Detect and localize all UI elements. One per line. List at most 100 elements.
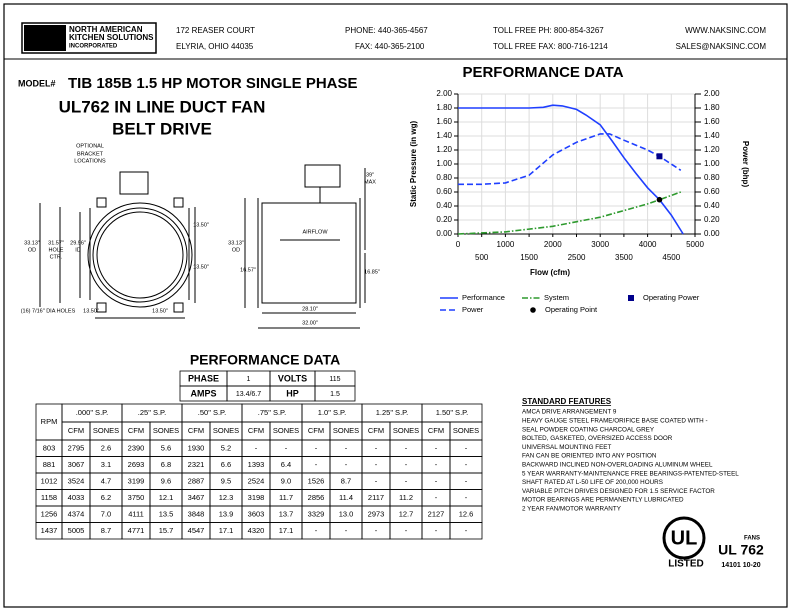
legend-label: Performance <box>462 293 505 302</box>
y-tick-label: 1.60 <box>436 117 452 126</box>
drawing-label: LOCATIONS <box>74 158 106 164</box>
logo-text: naks <box>28 29 62 46</box>
feature-item: VARIABLE PITCH DRIVES DESIGNED FOR 1.5 S… <box>522 488 715 495</box>
y2-tick-label: 1.80 <box>704 103 720 112</box>
legend-label: Power <box>462 305 484 314</box>
drawing-label: 33.13" <box>24 240 40 246</box>
table-cell-text: 9.6 <box>161 476 171 485</box>
table-cell-text: - <box>435 443 438 452</box>
table-subheader: CFM <box>68 426 84 435</box>
table-cell-text: 13.0 <box>339 509 354 518</box>
table-cell-text: 4547 <box>188 526 205 535</box>
x-tick-label: 3500 <box>615 253 633 262</box>
table-header: .25" S.P. <box>138 408 166 417</box>
y-tick-label: 1.40 <box>436 131 452 140</box>
table-cell-text: 2117 <box>368 493 384 502</box>
table-cell-text: - <box>405 526 408 535</box>
drawing-label: 32.00" <box>302 320 318 326</box>
table-cell-text: 3198 <box>248 493 265 502</box>
table-cell-text: 2.6 <box>101 443 111 452</box>
table-cell-text: 12.6 <box>459 509 474 518</box>
company-name: INCORPORATED <box>69 44 118 50</box>
y-tick-label: 0.80 <box>436 173 452 182</box>
table-header: RPM <box>41 417 58 426</box>
table-cell-text: 8.7 <box>101 526 111 535</box>
feature-item: FAN CAN BE ORIENTED INTO ANY POSITION <box>522 453 657 460</box>
table-header: .75" S.P. <box>258 408 286 417</box>
drawing-label: 31.57" <box>48 240 64 246</box>
table-subheader: SONES <box>393 426 419 435</box>
toll-free-phone: TOLL FREE PH: 800-854-3267 <box>493 26 604 35</box>
y-tick-label: 1.80 <box>436 103 452 112</box>
y-tick-label: 0.20 <box>436 215 452 224</box>
y-tick-label: 0.60 <box>436 187 452 196</box>
x-tick-label: 4500 <box>662 253 680 262</box>
y2-tick-label: 1.60 <box>704 117 720 126</box>
spec-cell: 115 <box>329 376 340 383</box>
table-subheader: SONES <box>213 426 239 435</box>
table-cell-text: 2127 <box>428 509 445 518</box>
table-cell-text: 3750 <box>128 493 145 502</box>
x-tick-label: 1000 <box>497 240 515 249</box>
drawing-label: 33.13" <box>228 240 244 246</box>
toll-free-fax: TOLL FREE FAX: 800-716-1214 <box>493 42 608 51</box>
ul-category: FANS <box>744 536 760 542</box>
table-cell-text: 2856 <box>308 493 325 502</box>
table-cell-text: 1526 <box>308 476 325 485</box>
table-cell-text: 2390 <box>128 443 145 452</box>
spec-cell: HP <box>286 388 299 398</box>
table-cell-text: - <box>375 460 378 469</box>
table-header: 1.50" S.P. <box>436 408 469 417</box>
feature-item: 2 YEAR FAN/MOTOR WARRANTY <box>522 505 622 512</box>
table-cell-text: 6.4 <box>281 460 291 469</box>
table-cell-text: - <box>435 476 438 485</box>
table-cell-text: - <box>375 443 378 452</box>
drawing-label: BRACKET <box>77 151 104 157</box>
table-cell-text: 3848 <box>188 509 205 518</box>
ul-logo <box>662 516 706 560</box>
table-cell-text: 4.7 <box>101 476 111 485</box>
drawing-label: ID <box>75 247 81 253</box>
feature-item: MOTOR BEARINGS ARE PERMANENTLY LUBRICATE… <box>522 497 684 504</box>
table-cell-text: 3467 <box>188 493 205 502</box>
logo-frame <box>21 22 157 54</box>
features-title: STANDARD FEATURES <box>522 397 612 406</box>
drawing-label: 13.50" <box>83 308 99 314</box>
company-name: KITCHEN SOLUTIONS <box>69 33 154 42</box>
series-line <box>458 133 682 186</box>
table-cell-text: 17.1 <box>279 526 294 535</box>
table-cell-text: 5.2 <box>221 443 231 452</box>
table-cell-text: 4033 <box>68 493 85 502</box>
table-cell-text: 3603 <box>248 509 265 518</box>
table-cell-text: 1930 <box>188 443 205 452</box>
marker <box>656 196 663 203</box>
table-cell-text: - <box>435 460 438 469</box>
table-cell-text: 3.1 <box>101 460 111 469</box>
drawing-label: 29.96" <box>70 240 86 246</box>
drawing-label: 28.10" <box>302 306 318 312</box>
drawing-label: 13.50" <box>152 308 168 314</box>
table-cell-text: 9.0 <box>281 476 291 485</box>
address: 172 REASER COURT <box>176 26 255 35</box>
table-subheader: CFM <box>308 426 324 435</box>
table-subheader: SONES <box>93 426 119 435</box>
y2-tick-label: 1.40 <box>704 131 720 140</box>
y-axis-title: Static Pressure (in wg) <box>409 121 418 208</box>
drawing-label: 16.57" <box>240 267 256 273</box>
x-tick-label: 500 <box>475 253 489 262</box>
drawing-label: AIRFLOW <box>302 229 328 235</box>
spec-cell: 1.5 <box>330 391 340 398</box>
table-cell-text: - <box>435 493 438 502</box>
feature-item: BOLTED, GASKETED, OVERSIZED ACCESS DOOR <box>522 435 673 442</box>
legend-swatch <box>628 295 634 301</box>
table-subheader: CFM <box>248 426 264 435</box>
series-line <box>458 104 684 235</box>
x-tick-label: 1500 <box>520 253 538 262</box>
table-cell-text: - <box>465 526 468 535</box>
table-cell-text: 11.4 <box>339 493 353 502</box>
table-cell-text: - <box>375 526 378 535</box>
table-cell-text: 7.0 <box>101 509 111 518</box>
table-cell-text: 11.2 <box>399 493 413 502</box>
feature-item: BACKWARD INCLINED NON-OVERLOADING ALUMIN… <box>522 461 713 468</box>
